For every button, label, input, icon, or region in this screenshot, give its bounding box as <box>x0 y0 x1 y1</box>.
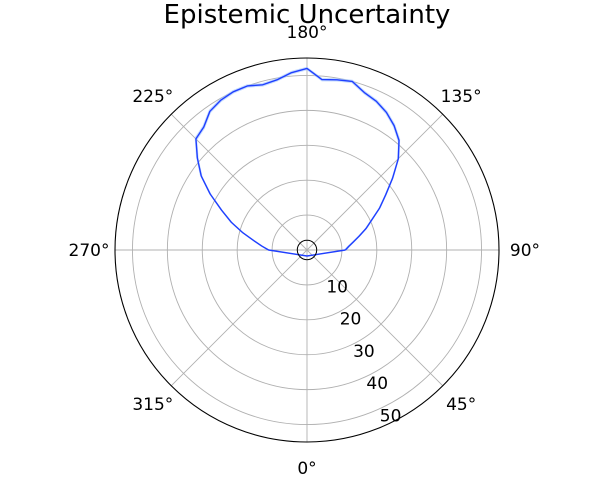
radial-tick-label-10: 10 <box>326 277 348 297</box>
chart-title: Epistemic Uncertainty <box>164 0 451 30</box>
origin-circle <box>296 239 318 261</box>
radial-tick-label-20: 20 <box>340 310 362 330</box>
radial-tick-label-40: 40 <box>366 374 388 394</box>
angle-tick-label-135: 135° <box>441 87 482 107</box>
polar-frame <box>114 57 500 443</box>
angle-gridline-135 <box>306 113 444 251</box>
tick-label-layer: 0° 45° 90° 135° 180° 225° 270° 315° 10 20 30 40 50 <box>69 23 541 479</box>
series-line-0 <box>195 67 400 257</box>
radial-tick-label-50: 50 <box>380 406 402 426</box>
angle-tick-label-180: 180° <box>287 23 328 43</box>
radial-tick-label-30: 30 <box>353 342 375 362</box>
angle-tick-label-45: 45° <box>446 395 476 415</box>
series-line-layer <box>195 67 400 261</box>
angle-gridline-225 <box>170 113 308 251</box>
angle-tick-label-225: 225° <box>132 87 173 107</box>
angle-gridline-45 <box>306 249 444 387</box>
angle-tick-label-270: 270° <box>69 241 110 261</box>
angle-tick-label-0: 0° <box>297 459 316 479</box>
grid-layer <box>115 58 499 442</box>
angle-tick-label-90: 90° <box>510 241 540 261</box>
angle-gridline-315 <box>170 249 308 387</box>
angle-tick-label-315: 315° <box>132 395 173 415</box>
